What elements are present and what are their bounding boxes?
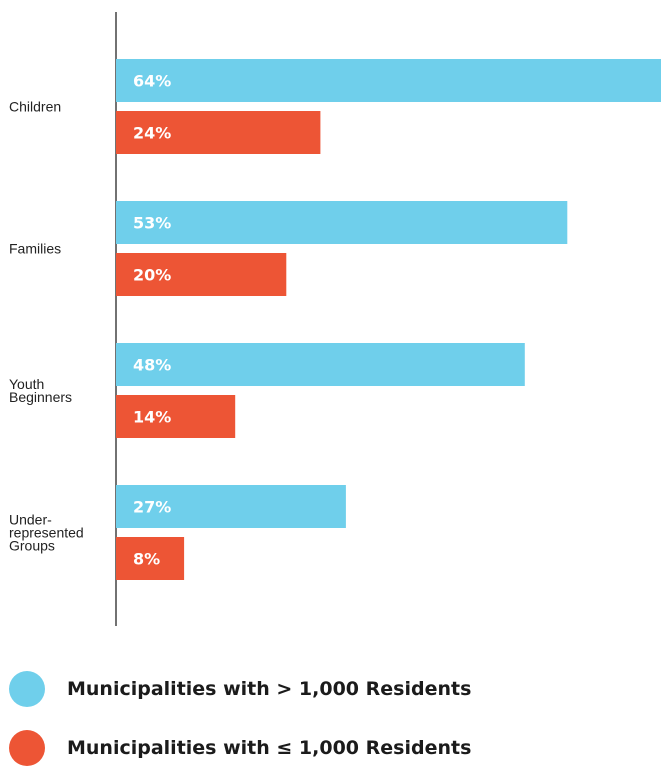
bar-chart: 64% 24% 53% 20% 48% 14% 27% 8% Children Families… [9,12,661,626]
bar-large-0 [116,59,661,102]
bar-value-label: 64% [133,72,171,91]
category-label-line: Beginners [9,389,72,405]
bar-small-0 [116,111,321,154]
bar-value-label: 14% [133,408,171,427]
bar-large-3 [116,485,346,528]
bar-small-3 [116,537,185,580]
bar-small-2 [116,395,236,438]
bars-layer: 64% 24% 53% 20% 48% 14% 27% 8% [116,59,661,580]
category-label-line: Children [9,99,61,115]
category-label: Under-represented Groups [9,512,84,554]
category-label-line: Groups [9,538,55,554]
category-label-line: Under- [9,512,52,528]
bar-value-label: 8% [133,550,160,569]
legend-label: Municipalities with > 1,000 Residents [67,678,472,700]
bar-value-label: 24% [133,124,171,143]
bar-large-2 [116,343,525,386]
bar-large-1 [116,201,568,244]
legend-label: Municipalities with ≤ 1,000 Residents [67,737,472,759]
category-label: Children [9,99,61,115]
legend-item-small-municipalities: Municipalities with ≤ 1,000 Residents [9,730,471,766]
category-label-line: Youth [9,376,44,392]
category-label: Youth Beginners [9,376,72,405]
category-label-line: Families [9,241,61,257]
legend-item-large-municipalities: Municipalities with > 1,000 Residents [9,671,471,707]
category-label: Families [9,241,61,257]
category-label-line: represented [9,525,84,541]
bar-value-label: 53% [133,214,171,233]
legend-swatch-orange [9,730,45,766]
bar-value-label: 27% [133,498,171,517]
bar-value-label: 20% [133,266,171,285]
bar-value-label: 48% [133,356,171,375]
category-labels: Children Families Youth Beginners Under-repr… [9,99,84,554]
legend-swatch-blue [9,671,45,707]
bar-small-1 [116,253,287,296]
